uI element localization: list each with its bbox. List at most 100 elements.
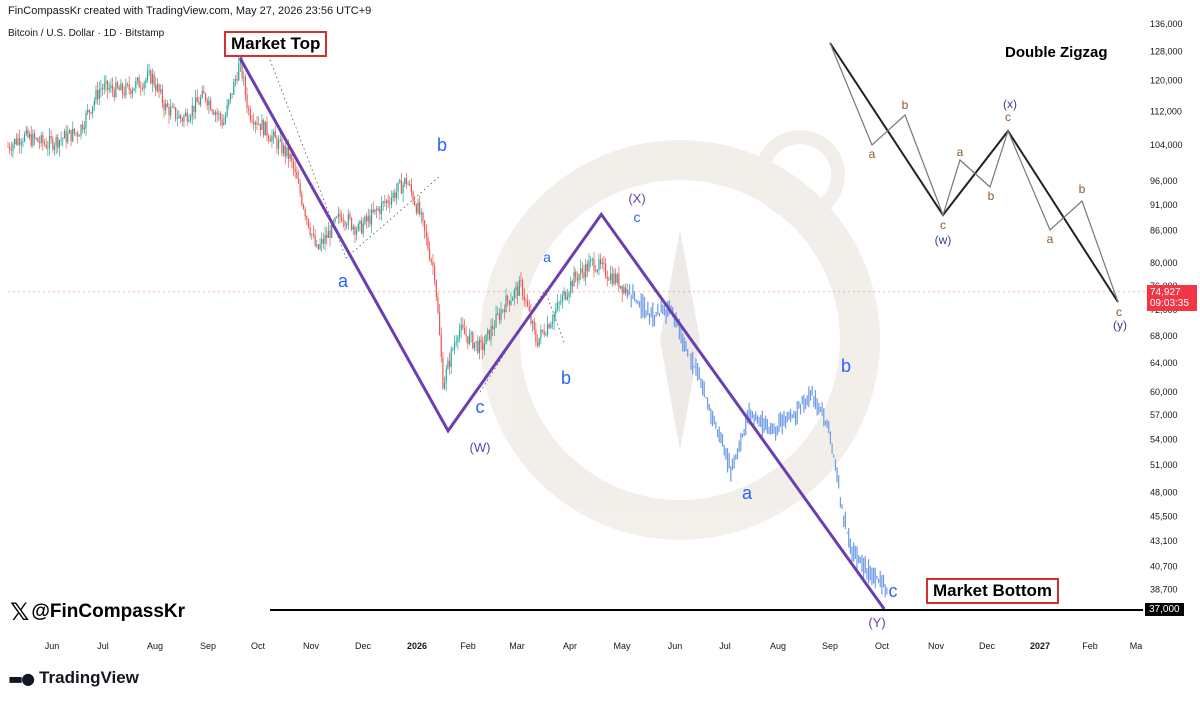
time-tick-label: Jul: [97, 641, 109, 651]
candle-body: [80, 124, 82, 136]
candle-body: [571, 281, 573, 287]
compass-needle: [660, 230, 700, 450]
candle-body: [166, 103, 168, 107]
candle-body: [160, 89, 162, 92]
zigzag-label: (y): [1113, 318, 1127, 332]
time-tick-label: Apr: [563, 641, 577, 651]
candle-body: [522, 280, 524, 296]
candle-body: [342, 220, 344, 222]
candle-body: [211, 110, 213, 112]
candle-body: [327, 230, 329, 238]
candle-body: [153, 74, 155, 85]
candle-body: [276, 138, 278, 149]
time-axis: Jun Jul Aug Sep Oct Nov Dec 2026 Feb Mar Apr May Jun…: [45, 641, 1143, 651]
price-tick-label: 136,000: [1150, 19, 1183, 29]
candle-body: [380, 203, 383, 214]
candle-body: [28, 134, 31, 138]
candle-body: [561, 295, 564, 303]
candle-body: [553, 313, 555, 322]
candle-body: [140, 87, 142, 89]
candle-body: [382, 201, 384, 204]
candle-body: [175, 107, 177, 119]
candle-body: [145, 79, 147, 83]
candle-body: [130, 89, 132, 95]
price-tick-label: 45,500: [1150, 512, 1178, 522]
candle-body: [243, 76, 245, 78]
candle-body: [402, 184, 404, 194]
candle-body: [9, 146, 11, 150]
candle-body: [430, 259, 432, 263]
candle-body: [419, 202, 421, 215]
price-tick-label: 64,000: [1150, 358, 1178, 368]
candle-body: [302, 204, 305, 209]
candle-body: [118, 87, 120, 91]
time-tick-label: Nov: [303, 641, 320, 651]
wave-label: b: [437, 135, 447, 155]
candle-body: [452, 348, 454, 350]
candle-body: [266, 121, 268, 136]
candle-body: [331, 221, 333, 238]
candle-body: [453, 343, 456, 349]
candle-body: [244, 76, 246, 95]
candle-body: [201, 91, 203, 98]
candle-body: [178, 115, 180, 119]
zigzag-label: b: [902, 98, 909, 112]
candle-body: [183, 115, 185, 122]
candle-body: [107, 80, 109, 90]
candle-body: [273, 131, 275, 137]
candle-body: [180, 115, 182, 119]
candle-body: [105, 80, 107, 84]
zigzag-label: b: [988, 189, 995, 203]
candle-body: [422, 212, 424, 221]
candle-body: [72, 128, 74, 142]
candle-body: [221, 119, 223, 126]
price-tick-label: 86,000: [1150, 225, 1178, 235]
candle-body: [457, 337, 459, 342]
candle-body: [460, 324, 462, 331]
candle-body: [70, 130, 72, 142]
candle-body: [228, 99, 230, 106]
candle-body: [10, 149, 12, 151]
candle-body: [301, 193, 303, 205]
time-tick-label: Sep: [822, 641, 838, 651]
candle-body: [429, 248, 431, 260]
price-tick-label: 80,000: [1150, 258, 1178, 268]
candle-body: [435, 280, 437, 297]
candle-body: [611, 273, 613, 285]
candle-body: [624, 287, 627, 294]
wave-label: b: [561, 368, 571, 388]
candle-body: [284, 145, 286, 157]
candle-body: [590, 259, 592, 262]
candle-body: [507, 295, 509, 301]
market-top-label: Market Top: [224, 31, 328, 57]
zigzag-label: c: [1116, 305, 1122, 319]
candle-body: [545, 334, 547, 336]
candle-body: [47, 147, 49, 149]
candle-body: [224, 115, 227, 123]
candle-body: [508, 300, 510, 305]
twitter-handle: 𝕏 @FinCompassKr: [10, 598, 185, 626]
candle-body: [495, 313, 497, 328]
candle-body: [150, 70, 152, 84]
candle-body: [209, 100, 212, 111]
candle-body: [341, 217, 343, 221]
wave-label: b: [841, 356, 851, 376]
candle-body: [420, 212, 422, 215]
candle-body: [497, 313, 499, 315]
candle-body: [203, 91, 205, 94]
candle-body: [432, 262, 434, 267]
candle-body: [480, 339, 482, 343]
candle-body: [279, 139, 281, 141]
candle-body: [439, 312, 441, 335]
candle-body: [462, 324, 464, 329]
candle-body: [181, 118, 183, 122]
candle-body: [50, 136, 52, 139]
candle-body: [48, 136, 51, 148]
wave-label: (W): [470, 440, 491, 455]
candle-body: [306, 215, 308, 220]
candle-body: [513, 290, 515, 299]
candle-body: [379, 208, 381, 214]
candle-body: [482, 342, 484, 351]
candle-body: [370, 209, 373, 225]
candle-body: [249, 109, 251, 120]
